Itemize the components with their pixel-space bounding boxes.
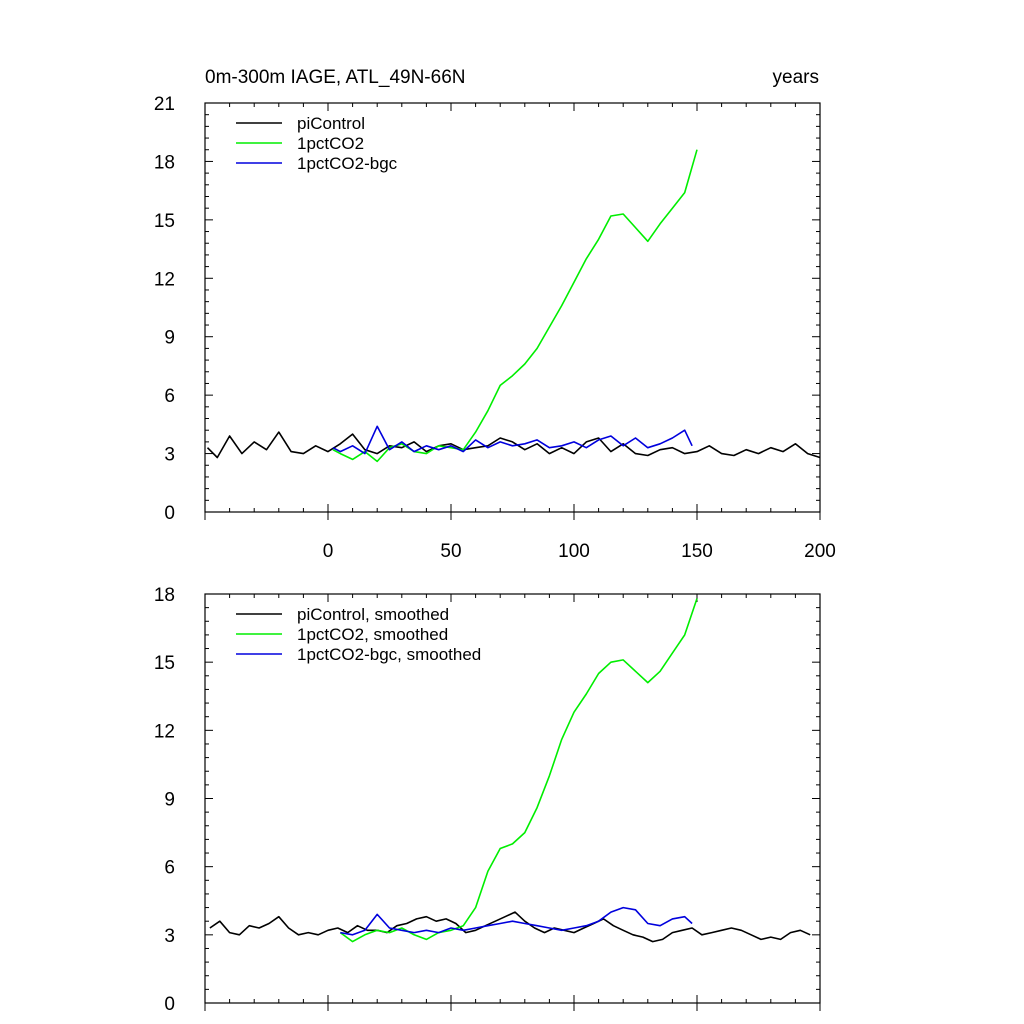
- y-tick-label: 9: [164, 790, 175, 811]
- y-tick-label: 15: [154, 211, 175, 232]
- chart-title: 0m-300m IAGE, ATL_49N-66N: [205, 67, 465, 88]
- legend-label: 1pctCO2, smoothed: [297, 625, 448, 644]
- legend-label: 1pctCO2-bgc: [297, 154, 398, 173]
- y-tick-label: 0: [164, 994, 175, 1015]
- x-tick-label: 150: [681, 541, 713, 562]
- y-tick-label: 3: [164, 445, 175, 466]
- y-tick-label: 6: [164, 386, 175, 407]
- y-tick-label: 15: [154, 653, 175, 674]
- y-tick-label: 21: [154, 94, 175, 115]
- x-tick-label: 100: [558, 541, 590, 562]
- series-line-picontrol: [206, 431, 821, 459]
- plot-frame: [204, 102, 821, 513]
- x-tick-label: 0: [323, 541, 334, 562]
- y-tick-label: 18: [154, 585, 175, 606]
- units-label: years: [773, 67, 819, 88]
- series-line-1pctco2: [332, 149, 698, 463]
- x-tick-label: 200: [804, 541, 836, 562]
- series-line-1pctco2-bgc: [340, 906, 693, 936]
- y-tick-label: 0: [164, 503, 175, 524]
- y-tick-label: 6: [164, 858, 175, 879]
- legend-label: piControl: [297, 114, 365, 133]
- series-line-picontrol: [209, 911, 811, 943]
- y-tick-label: 9: [164, 328, 175, 349]
- y-tick-label: 18: [154, 152, 175, 173]
- y-tick-label: 3: [164, 926, 175, 947]
- legend-label: 1pctCO2-bgc, smoothed: [297, 645, 481, 664]
- y-tick-label: 12: [154, 269, 175, 290]
- y-tick-label: 12: [154, 721, 175, 742]
- series-line-1pctco2: [339, 598, 698, 943]
- x-tick-label: 50: [440, 541, 461, 562]
- legend-label: 1pctCO2: [297, 134, 364, 153]
- series-line-1pctco2-bgc: [332, 425, 693, 455]
- legend-label: piControl, smoothed: [297, 605, 449, 624]
